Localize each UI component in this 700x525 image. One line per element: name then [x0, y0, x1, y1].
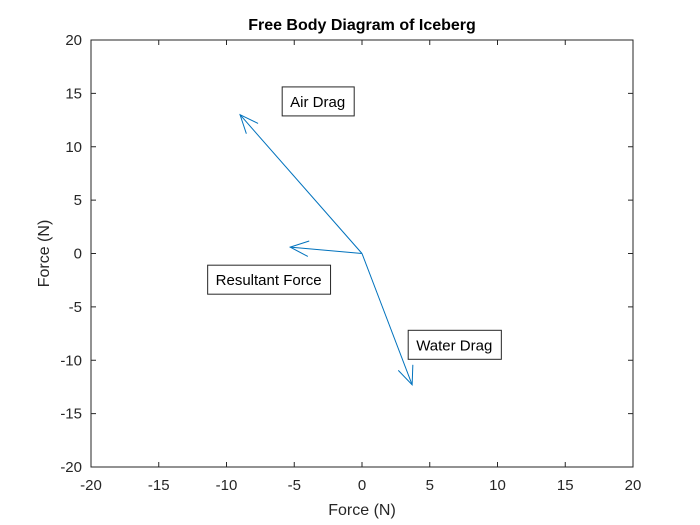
air-drag-annotation: Air Drag — [281, 86, 355, 117]
air-drag-vector-shaft — [239, 114, 363, 254]
water-drag-annotation-text: Water Drag — [416, 337, 492, 354]
ticks-layer: -20 -15 -10 -5 0 5 10 15 20 -20 -15 -10 -5 0 5 10 15 20 — [60, 32, 641, 494]
vectors-layer — [239, 113, 414, 387]
x-tick-label: 15 — [557, 477, 574, 494]
y-tick-label: -20 — [60, 459, 82, 476]
y-tick-label: 10 — [65, 139, 82, 156]
y-tick-label: 5 — [74, 192, 82, 209]
y-tick-label: 20 — [65, 32, 82, 49]
annotations-layer: Air Drag Resultant Force Water Drag — [207, 86, 502, 360]
x-tick-label: 0 — [358, 477, 366, 494]
x-tick-label: 20 — [625, 477, 642, 494]
water-drag-vector-shaft — [361, 253, 413, 385]
x-tick-label: 10 — [489, 477, 506, 494]
y-tick-label: -5 — [69, 299, 82, 316]
water-drag-vector — [361, 253, 414, 387]
y-tick-label: -15 — [60, 406, 82, 423]
chart-title: Free Body Diagram of Iceberg — [248, 17, 476, 34]
y-tick-label: 0 — [74, 246, 82, 263]
water-drag-vector-head — [397, 364, 414, 387]
x-tick-label: -15 — [148, 477, 170, 494]
resultant-force-annotation: Resultant Force — [207, 264, 332, 295]
water-drag-annotation-box — [407, 329, 502, 360]
y-tick-label: 15 — [65, 85, 82, 102]
air-drag-annotation-box — [281, 86, 355, 117]
axes-box — [90, 39, 634, 468]
x-tick-label: -10 — [216, 477, 238, 494]
air-drag-vector — [239, 113, 363, 254]
x-tick-label: -5 — [288, 477, 301, 494]
x-axis-label: Force (N) — [328, 502, 396, 519]
resultant-force-vector-head — [288, 240, 310, 257]
air-drag-annotation-text: Air Drag — [290, 94, 345, 111]
water-drag-annotation: Water Drag — [407, 329, 502, 360]
y-tick-label: -10 — [60, 352, 82, 369]
resultant-force-annotation-box — [207, 264, 332, 295]
air-drag-vector-head — [239, 113, 259, 134]
x-tick-label: 5 — [426, 477, 434, 494]
x-tick-label: -20 — [80, 477, 102, 494]
resultant-force-vector — [288, 240, 363, 257]
y-axis-label: Force (N) — [36, 220, 53, 288]
resultant-force-annotation-text: Resultant Force — [216, 272, 322, 289]
resultant-force-vector-shaft — [290, 246, 363, 254]
